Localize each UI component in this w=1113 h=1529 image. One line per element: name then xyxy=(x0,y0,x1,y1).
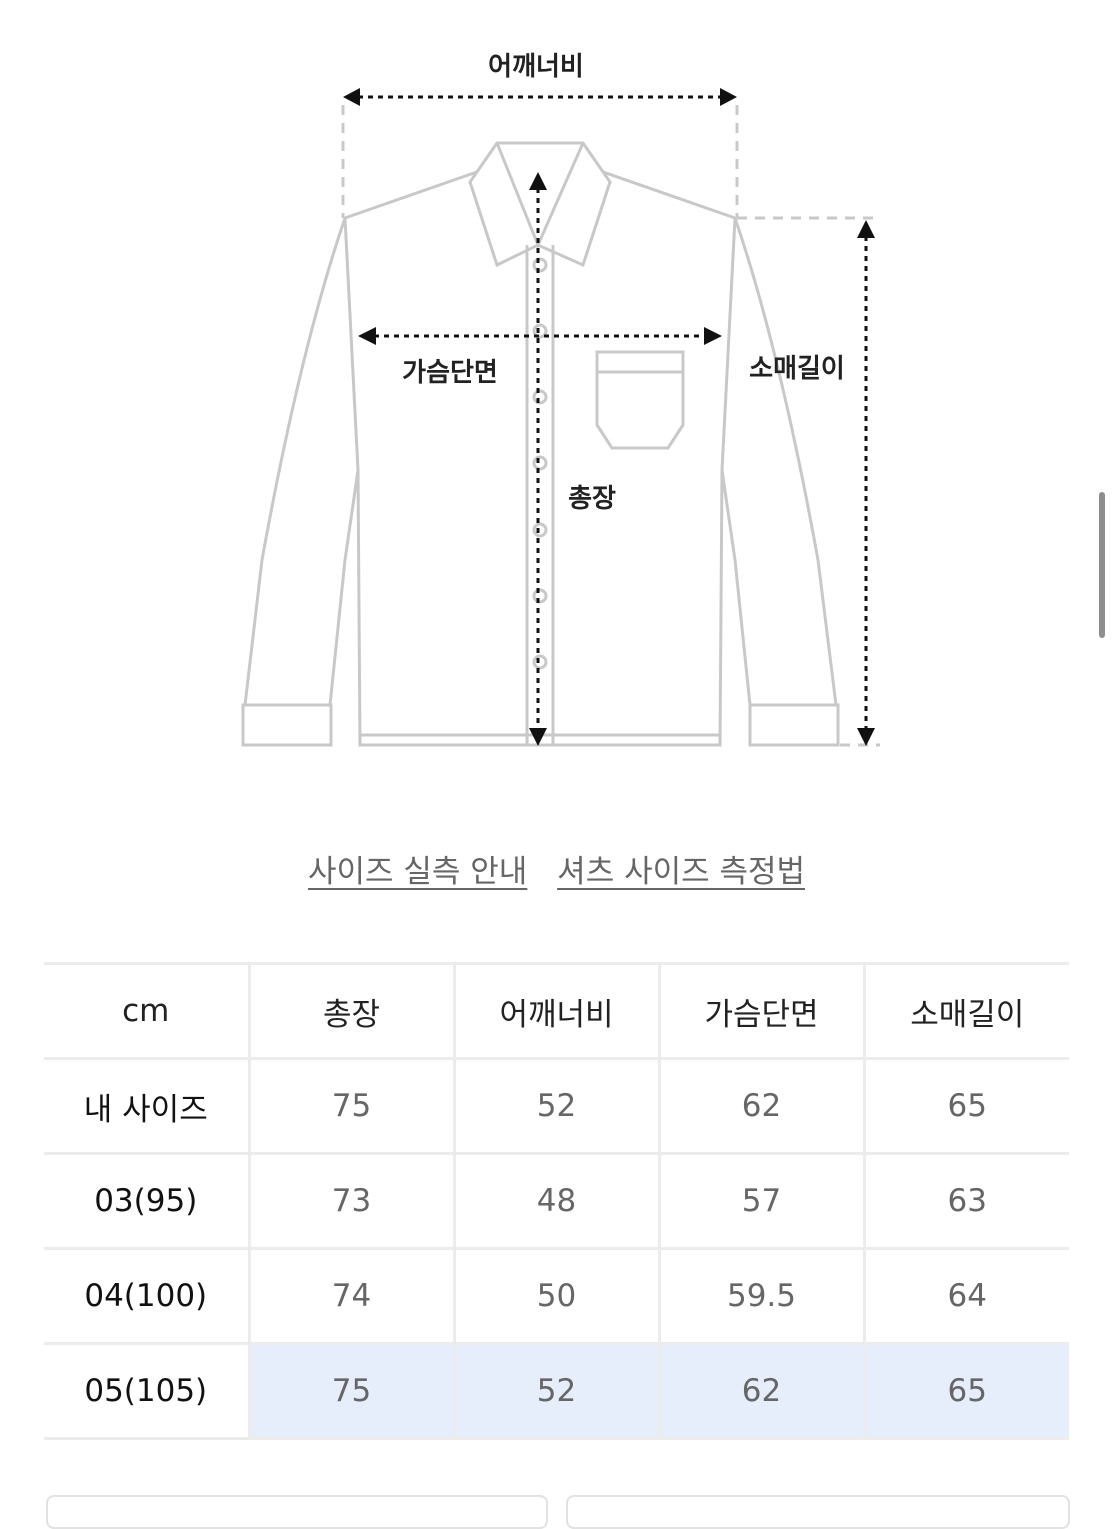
header-chest: 가슴단면 xyxy=(657,962,866,1060)
header-shoulder: 어깨너비 xyxy=(452,962,661,1060)
row-label: 05(105) xyxy=(44,1342,251,1440)
shirt-measuring-method-link[interactable]: 셔츠 사이즈 측정법 xyxy=(557,854,806,890)
cell: 64 xyxy=(862,1247,1069,1345)
table-row-my-size: 내 사이즈 75 52 62 65 xyxy=(44,1057,1069,1155)
guide-links: 사이즈 실측 안내 셔츠 사이즈 측정법 xyxy=(0,846,1113,891)
sleeve-length-label: 소매길이 xyxy=(749,354,845,384)
cell: 62 xyxy=(657,1057,866,1155)
table-row-highlighted: 05(105) 75 52 62 65 xyxy=(44,1342,1069,1440)
table-row: 04(100) 74 50 59.5 64 xyxy=(44,1247,1069,1345)
cell: 75 xyxy=(247,1057,456,1155)
size-table: cm 총장 어깨너비 가슴단면 소매길이 내 사이즈 75 52 62 65 0… xyxy=(44,962,1069,1440)
cell: 52 xyxy=(452,1057,661,1155)
bottom-button-left[interactable] xyxy=(46,1495,548,1529)
header-length: 총장 xyxy=(247,962,456,1060)
cell: 62 xyxy=(657,1342,866,1440)
cell: 63 xyxy=(862,1152,1069,1250)
cell: 74 xyxy=(247,1247,456,1345)
cell: 73 xyxy=(247,1152,456,1250)
cell: 52 xyxy=(452,1342,661,1440)
row-label: 내 사이즈 xyxy=(44,1057,251,1155)
scrollbar[interactable] xyxy=(1099,492,1105,638)
chest-width-label: 가슴단면 xyxy=(402,358,498,388)
row-label: 03(95) xyxy=(44,1152,251,1250)
table-header-row: cm 총장 어깨너비 가슴단면 소매길이 xyxy=(44,962,1069,1060)
cell: 59.5 xyxy=(657,1247,866,1345)
cell: 65 xyxy=(862,1057,1069,1155)
bottom-button-right[interactable] xyxy=(566,1495,1070,1529)
cell: 50 xyxy=(452,1247,661,1345)
cell: 65 xyxy=(862,1342,1069,1440)
cell: 75 xyxy=(247,1342,456,1440)
header-unit: cm xyxy=(44,962,251,1060)
total-length-label: 총장 xyxy=(568,484,616,514)
shirt-size-diagram xyxy=(241,88,880,747)
cell: 48 xyxy=(452,1152,661,1250)
row-label: 04(100) xyxy=(44,1247,251,1345)
size-measurement-guide-link[interactable]: 사이즈 실측 안내 xyxy=(307,854,528,890)
header-sleeve: 소매길이 xyxy=(862,962,1069,1060)
table-row: 03(95) 73 48 57 63 xyxy=(44,1152,1069,1250)
cell: 57 xyxy=(657,1152,866,1250)
shoulder-width-label: 어깨너비 xyxy=(488,52,584,82)
